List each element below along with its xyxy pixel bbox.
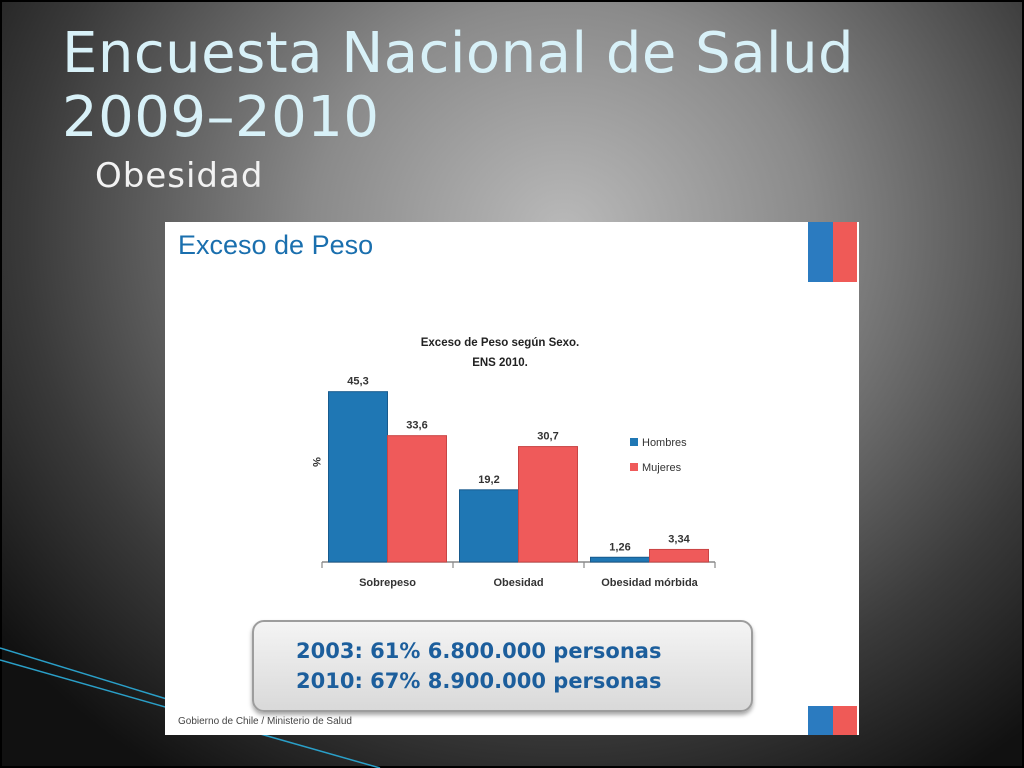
embedded-slide-image: Exceso de Peso Exceso de Peso según Sexo… (165, 222, 859, 735)
bar-mujeres-0 (387, 435, 447, 563)
footer-text: Gobierno de Chile / Ministerio de Salud (178, 716, 352, 727)
chart-title: Exceso de Peso según Sexo. (421, 337, 580, 349)
bar-chart: Exceso de Peso según Sexo. ENS 2010.% 45,3… (310, 337, 716, 589)
legend-swatch-mujeres (630, 463, 638, 471)
y-axis-label: % (310, 457, 322, 467)
title-line-2: 2009–2010 (62, 85, 380, 150)
chart-subtitle: ENS 2010. (472, 357, 528, 369)
x-tick-label: Obesidad (493, 577, 543, 589)
data-label: 1,26 (609, 541, 630, 553)
chile-flag-icon (808, 222, 857, 282)
data-label: 19,2 (478, 474, 499, 486)
slide-title: Encuesta Nacional de Salud 2009–2010 (62, 22, 854, 150)
data-label: 33,6 (406, 420, 427, 432)
summary-line-2010: 2010: 67% 8.900.000 personas (296, 669, 662, 693)
data-label: 3,34 (668, 533, 690, 545)
x-tick-label: Obesidad mórbida (601, 577, 698, 589)
chile-flag-bottom-icon (808, 706, 857, 735)
bar-hombres-1 (459, 489, 519, 563)
data-label: 30,7 (537, 431, 558, 443)
title-line-1: Encuesta Nacional de Salud (62, 21, 855, 86)
x-tick-label: Sobrepeso (359, 577, 416, 589)
summary-line-2003: 2003: 61% 6.800.000 personas (296, 639, 662, 663)
bar-mujeres-2 (649, 548, 709, 563)
slide-subtitle: Obesidad (95, 156, 264, 196)
legend-swatch-hombres (630, 438, 638, 446)
data-label: 45,3 (347, 376, 368, 388)
legend-label-mujeres: Mujeres (642, 462, 682, 474)
image-heading: Exceso de Peso (178, 230, 374, 260)
summary-box: 2003: 61% 6.800.000 personas 2010: 67% 8… (252, 620, 753, 712)
bar-mujeres-1 (518, 446, 578, 563)
bar-hombres-2 (590, 556, 650, 563)
legend-label-hombres: Hombres (642, 437, 687, 449)
bar-hombres-0 (328, 391, 388, 563)
